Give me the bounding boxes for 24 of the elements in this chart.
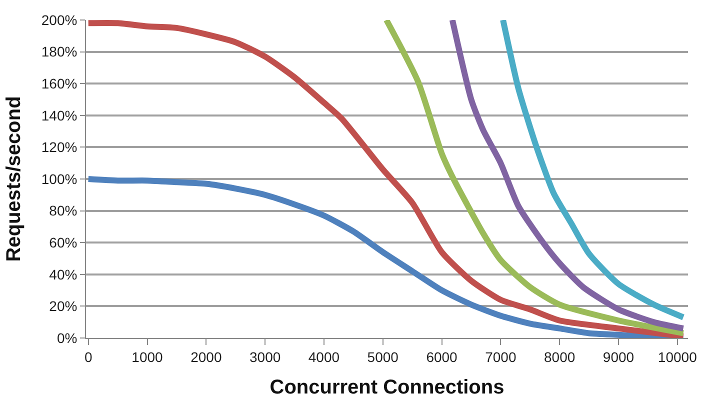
- y-tick-label: 60%: [49, 234, 78, 250]
- y-tick-label: 160%: [41, 76, 78, 92]
- y-tick-label: 120%: [41, 139, 78, 156]
- y-tick-label: 100%: [41, 170, 78, 187]
- y-tick-label: 40%: [49, 266, 78, 282]
- x-tick-label: 1000: [132, 348, 164, 365]
- x-tick-label: 0: [84, 348, 92, 365]
- y-tick-label: 0%: [56, 330, 78, 346]
- y-tick-label: 20%: [49, 298, 78, 314]
- x-tick-label: 3000: [249, 348, 281, 365]
- x-tick-label: 5000: [367, 348, 399, 365]
- x-tick-label: 9000: [602, 348, 634, 365]
- y-tick-label: 80%: [49, 202, 78, 219]
- y-tick-label: 200%: [41, 12, 78, 28]
- x-tick-label: 7000: [485, 348, 516, 365]
- x-tick-label: 6000: [426, 348, 458, 365]
- y-tick-label: 140%: [41, 107, 78, 124]
- x-tick-label: 2000: [190, 348, 222, 365]
- x-axis-title: Concurrent Connections: [270, 376, 504, 398]
- x-tick-label: 4000: [308, 348, 340, 365]
- x-tick-label: 10000: [658, 348, 698, 365]
- y-axis-title: Requests/second: [2, 96, 25, 262]
- y-tick-label: 180%: [41, 44, 78, 60]
- x-tick-label: 8000: [544, 348, 576, 365]
